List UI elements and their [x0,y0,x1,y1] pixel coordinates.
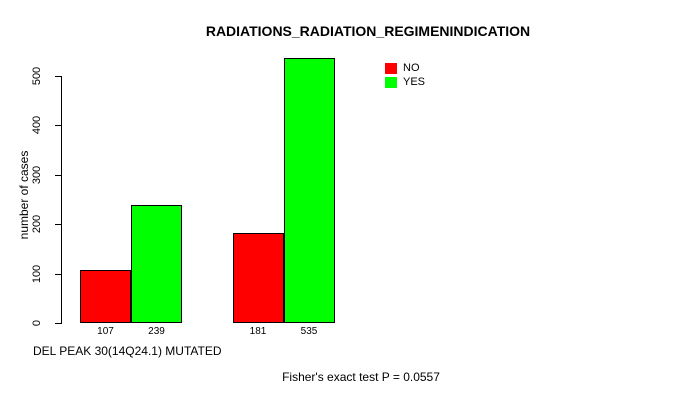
y-tick-label: 200 [31,214,43,234]
y-tick-label: 0 [31,319,43,327]
bar-value-label: 239 [148,326,165,337]
y-tick-label: 300 [31,165,43,184]
bar-value-label: 181 [249,326,267,337]
legend: NO YES [385,61,425,89]
y-tick-mark [55,273,61,275]
bar-no-group2 [232,233,284,323]
bar-value-label: 107 [97,326,114,337]
y-tick-mark [55,125,61,126]
y-tick-label: 500 [31,66,43,85]
legend-swatch-yes [385,76,397,88]
legend-swatch-no [385,62,397,74]
x-axis-label: DEL PEAK 30(14Q24.1) MUTATED [33,344,222,358]
bar-yes-group2 [283,58,335,323]
bar-no-group1 [80,270,131,323]
y-tick-label: 400 [31,115,43,135]
y-tick-mark [55,224,61,225]
y-tick-mark [55,323,61,324]
y-axis-label: number of cases [17,150,31,240]
y-tick-mark [55,75,61,77]
legend-item: YES [385,75,425,89]
y-tick-mark [55,174,61,176]
legend-label: NO [403,62,420,74]
chart-title: RADIATIONS_RADIATION_REGIMENINDICATION [205,23,531,39]
y-tick-label: 100 [31,264,43,283]
fisher-test-annotation: Fisher's exact test P = 0.0557 [282,370,440,384]
y-axis-line [61,75,62,324]
legend-label: YES [403,76,426,88]
bar-value-label: 535 [300,326,318,337]
legend-item: NO [385,61,425,75]
bar-yes-group1 [131,205,182,323]
